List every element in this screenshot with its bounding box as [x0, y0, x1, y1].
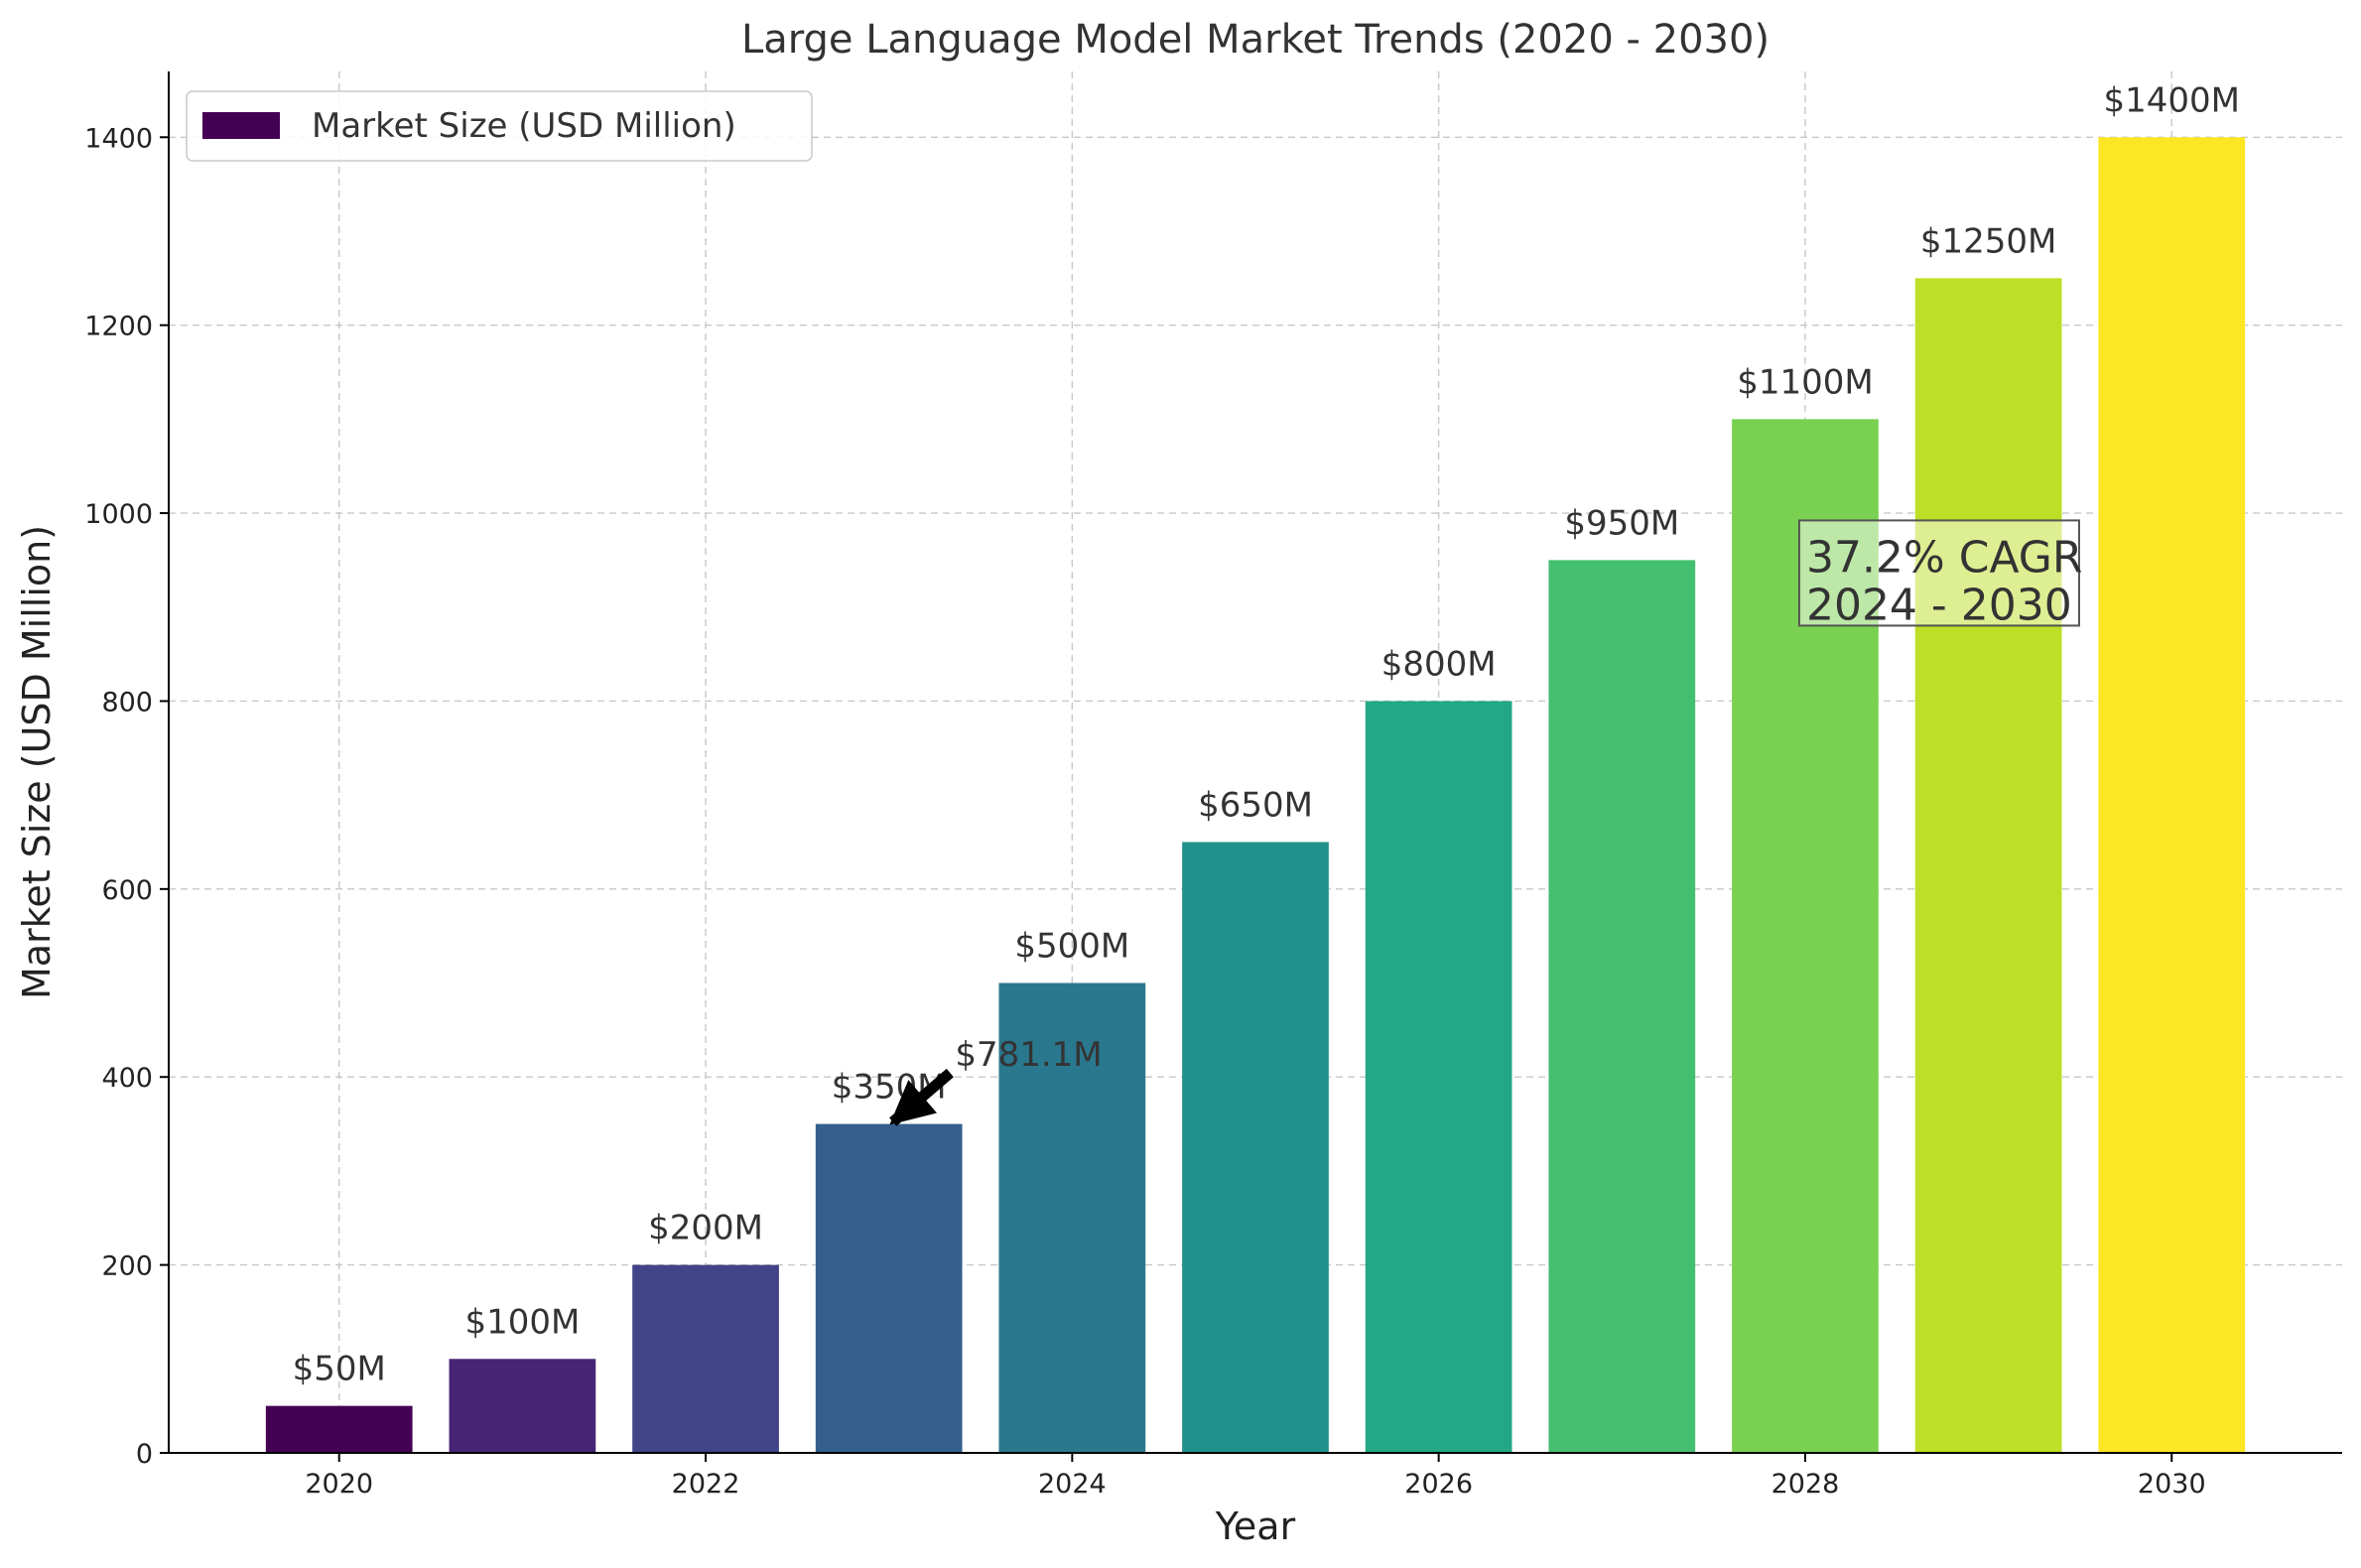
y-tick-label: 1000 [84, 499, 153, 530]
data-label: $500M [1014, 927, 1129, 967]
legend-label: Market Size (USD Million) [312, 106, 736, 146]
data-label: $950M [1564, 503, 1679, 543]
y-tick-label: 400 [101, 1063, 153, 1094]
y-tick-label: 600 [101, 875, 153, 906]
data-label: $100M [464, 1302, 580, 1342]
x-tick-label: 2020 [305, 1469, 373, 1500]
bars [265, 137, 2246, 1454]
x-tick-label: 2030 [2138, 1469, 2206, 1500]
data-label: $1250M [1920, 221, 2057, 261]
data-label: $1400M [2104, 80, 2241, 120]
chart-title: Large Language Model Market Trends (2020… [741, 17, 1770, 63]
x-tick-label: 2028 [1771, 1469, 1840, 1500]
bar [2098, 137, 2246, 1453]
annotation-label: $781.1M [955, 1035, 1102, 1075]
annotation-arrow [889, 1068, 954, 1126]
y-tick-label: 0 [136, 1439, 153, 1470]
x-tick-label: 2024 [1038, 1469, 1107, 1500]
data-label: $800M [1381, 644, 1497, 684]
x-tick-label: 2026 [1404, 1469, 1473, 1500]
data-label: $650M [1198, 785, 1313, 825]
data-label: $200M [648, 1209, 763, 1248]
bar [1548, 560, 1696, 1453]
bar [998, 982, 1146, 1453]
y-tick-label: 1400 [84, 123, 153, 154]
x-axis-label: Year [1215, 1504, 1296, 1548]
y-axis-label: Market Size (USD Million) [15, 525, 59, 999]
cagr-box [1797, 519, 2080, 627]
legend-swatch [202, 112, 280, 139]
y-tick-label: 800 [101, 687, 153, 718]
legend-frame [186, 90, 813, 162]
bar [1365, 701, 1512, 1453]
x-tick-label: 2022 [672, 1469, 740, 1500]
legend: Market Size (USD Million) [186, 90, 813, 162]
bar [815, 1123, 963, 1453]
y-tick-label: 200 [101, 1251, 153, 1282]
data-labels: $50M$100M$200M$350M$500M$650M$800M$950M$… [293, 80, 2240, 1388]
ticks: 0 200 400 600 800 1000 1200 1400 2020 2022 2024 202… [84, 123, 2205, 1500]
bar [1182, 842, 1329, 1453]
bar [265, 1405, 413, 1453]
bar [632, 1264, 779, 1453]
cagr-text-line: 2024 - 2030 [1806, 580, 2072, 630]
y-tick-label: 1200 [84, 312, 153, 342]
bar [449, 1359, 596, 1453]
bar [1914, 278, 2062, 1453]
cagr-text-line: 37.2% CAGR [1806, 532, 2082, 583]
data-label: $50M [293, 1350, 386, 1389]
data-label: $1100M [1737, 362, 1874, 402]
axes [168, 71, 2342, 1454]
